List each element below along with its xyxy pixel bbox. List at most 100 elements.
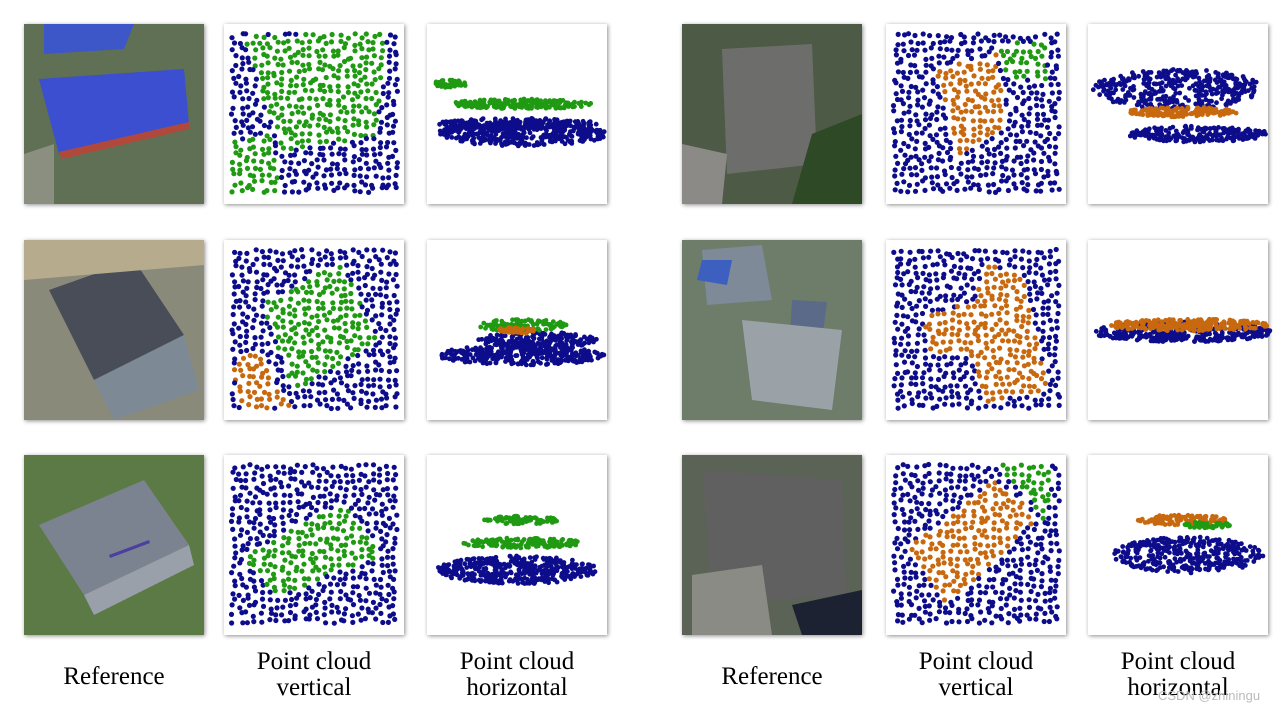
point [896, 69, 901, 74]
point [524, 105, 529, 110]
point [237, 405, 242, 410]
point [272, 73, 277, 78]
point [315, 333, 320, 338]
point [273, 464, 278, 469]
point [1155, 75, 1160, 80]
point [280, 568, 285, 573]
point [295, 289, 300, 294]
point [339, 300, 344, 305]
point [379, 55, 384, 60]
point [385, 555, 390, 560]
point [364, 136, 369, 141]
point [367, 495, 372, 500]
point [384, 185, 389, 190]
point [268, 562, 273, 567]
point [982, 96, 987, 101]
point [243, 609, 248, 614]
point [527, 581, 532, 586]
point [261, 547, 266, 552]
point [343, 118, 348, 123]
point [303, 88, 308, 93]
point [275, 395, 280, 400]
point [236, 498, 241, 503]
point [905, 158, 910, 163]
point [1142, 77, 1147, 82]
point [912, 33, 917, 38]
point [288, 560, 293, 565]
point [246, 279, 251, 284]
point [366, 399, 371, 404]
point [1034, 96, 1039, 101]
point [544, 573, 549, 578]
point [366, 560, 371, 565]
point [300, 370, 305, 375]
point [1006, 39, 1011, 44]
point [515, 342, 520, 347]
column-label: Point cloud [257, 648, 372, 675]
point [391, 345, 396, 350]
point [231, 312, 236, 317]
point [460, 351, 465, 356]
point [914, 69, 919, 74]
point [320, 301, 325, 306]
point [357, 157, 362, 162]
point [318, 401, 323, 406]
point [1004, 157, 1009, 162]
point [899, 83, 904, 88]
point [338, 255, 343, 260]
point [330, 526, 335, 531]
point [949, 165, 954, 170]
point [315, 576, 320, 581]
point [279, 368, 284, 373]
point [557, 100, 562, 105]
point [329, 172, 334, 177]
point [922, 155, 927, 160]
point [301, 298, 306, 303]
point [1026, 96, 1031, 101]
point [251, 477, 256, 482]
point [371, 487, 376, 492]
point [388, 525, 393, 530]
point [378, 577, 383, 582]
point [258, 167, 263, 172]
point [907, 183, 912, 188]
point [349, 373, 354, 378]
point [292, 152, 297, 157]
point [294, 596, 299, 601]
point [322, 313, 327, 318]
point [303, 312, 308, 317]
point [232, 131, 237, 136]
point [369, 61, 374, 66]
point [569, 538, 574, 543]
point [260, 173, 265, 178]
point [536, 326, 541, 331]
point [341, 618, 346, 623]
point [282, 159, 287, 164]
point [289, 136, 294, 141]
point [1019, 124, 1024, 129]
point [265, 54, 270, 59]
point [279, 265, 284, 270]
point [254, 313, 259, 318]
point [518, 98, 523, 103]
point [236, 256, 241, 261]
point [1013, 186, 1018, 191]
point [1020, 129, 1025, 134]
point [388, 32, 393, 37]
point [269, 104, 274, 109]
point [1136, 74, 1141, 79]
point [494, 318, 499, 323]
point [562, 560, 567, 565]
point [982, 119, 987, 124]
point [955, 188, 960, 193]
point [331, 575, 336, 580]
point [273, 96, 278, 101]
point [301, 264, 306, 269]
point [232, 360, 237, 365]
point [288, 55, 293, 60]
point [352, 132, 357, 137]
point [286, 403, 291, 408]
point [370, 610, 375, 615]
point [1057, 187, 1062, 192]
point [1053, 115, 1058, 120]
